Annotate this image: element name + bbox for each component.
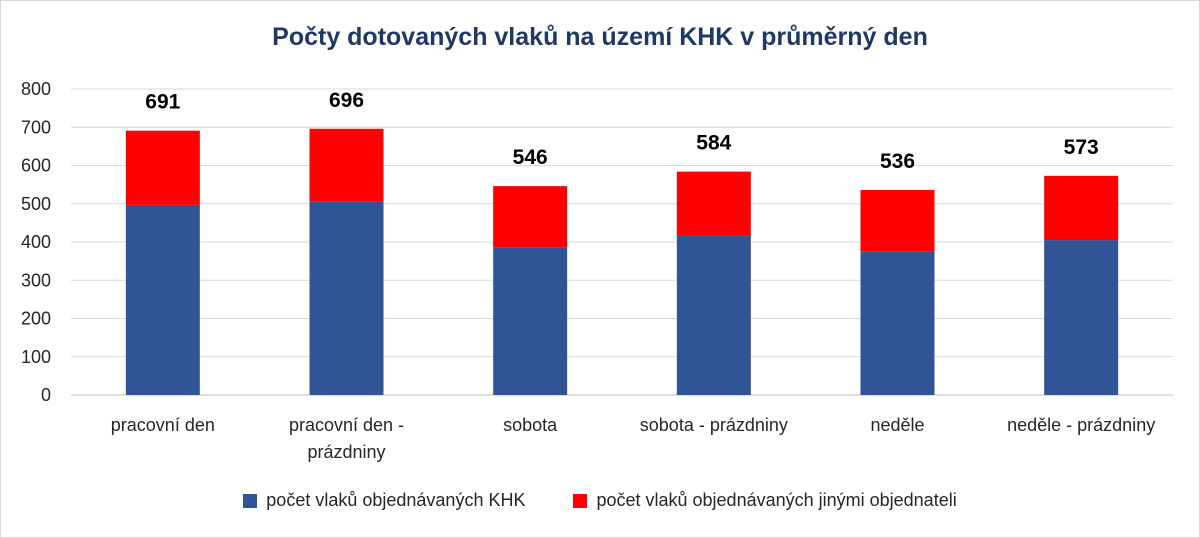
legend-label-khk: počet vlaků objednávaných KHK <box>266 490 526 510</box>
bar-segment-other <box>1044 175 1119 241</box>
bar-segment-other <box>860 189 935 252</box>
legend: počet vlaků objednávaných KHK počet vlak… <box>1 490 1199 511</box>
x-tick-label: sobota <box>503 415 558 435</box>
bar-segment-khk <box>1044 240 1119 395</box>
bar-segment-khk <box>493 247 568 395</box>
bar-segment-other <box>676 171 751 236</box>
bar-segment-khk <box>676 235 751 395</box>
y-tick-label: 100 <box>21 347 51 367</box>
bar-segment-other <box>309 128 384 202</box>
y-tick-label: 0 <box>41 385 51 405</box>
chart-title: Počty dotovaných vlaků na území KHK v pr… <box>272 23 928 51</box>
total-label: 546 <box>513 146 548 169</box>
bar-segment-other <box>125 130 200 205</box>
bar-segment-other <box>493 186 568 248</box>
y-tick-label: 400 <box>21 232 51 252</box>
y-tick-label: 500 <box>21 194 51 214</box>
legend-swatch-khk <box>243 493 258 508</box>
x-tick-label: prázdniny <box>307 442 385 462</box>
y-tick-label: 800 <box>21 79 51 99</box>
legend-swatch-other <box>573 493 588 508</box>
x-tick-label: neděle - prázdniny <box>1007 415 1155 435</box>
total-label: 573 <box>1064 136 1099 159</box>
total-label: 584 <box>696 132 731 155</box>
legend-item-khk: počet vlaků objednávaných KHK <box>243 490 525 511</box>
y-tick-label: 600 <box>21 156 51 176</box>
bar-segment-khk <box>125 204 200 395</box>
total-label: 691 <box>145 91 180 114</box>
bar-segment-khk <box>309 201 384 395</box>
total-label: 536 <box>880 150 915 173</box>
y-tick-label: 300 <box>21 270 51 290</box>
x-tick-label: pracovní den <box>111 415 215 435</box>
total-label: 696 <box>329 89 364 112</box>
x-tick-label: sobota - prázdniny <box>640 415 788 435</box>
legend-label-other: počet vlaků objednávaných jinými objedna… <box>596 490 957 510</box>
x-tick-label: neděle <box>870 415 924 435</box>
y-tick-label: 200 <box>21 309 51 329</box>
bar-segment-khk <box>860 251 935 395</box>
x-tick-label: pracovní den - <box>289 415 404 435</box>
legend-item-other: počet vlaků objednávaných jinými objedna… <box>573 490 957 511</box>
y-tick-label: 700 <box>21 117 51 137</box>
